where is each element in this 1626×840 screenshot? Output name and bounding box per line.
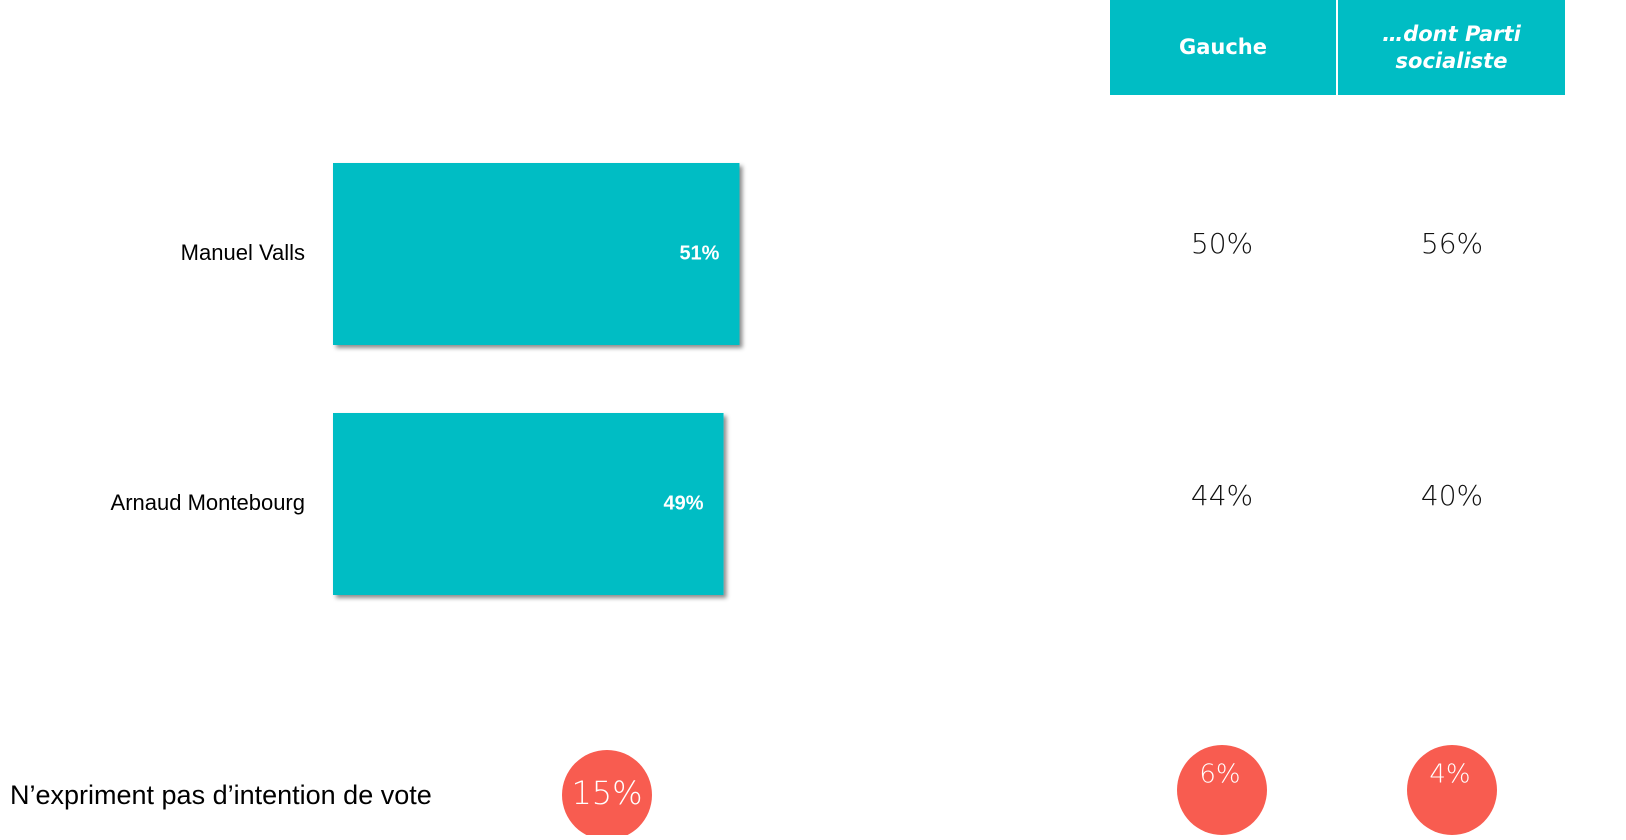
table-value: 44%	[1191, 479, 1253, 512]
header-gauche: Gauche	[1179, 35, 1267, 59]
header-text: Gauche	[1179, 35, 1267, 59]
header-text: …dont Parti socialiste	[1382, 21, 1521, 73]
table-value: 56%	[1421, 227, 1483, 260]
bar	[333, 413, 724, 595]
category-label: Manuel Valls	[181, 240, 305, 265]
no-intention-circle	[562, 750, 652, 840]
category-label: Arnaud Montebourg	[111, 490, 305, 515]
header-cell	[1338, 0, 1565, 95]
no-intention-label: N’expriment pas d’intention de vote	[10, 780, 432, 810]
no-intention-circle	[1177, 745, 1267, 835]
table-value: 50%	[1191, 227, 1253, 260]
value-label: 51%	[679, 242, 719, 264]
header-cell	[1110, 0, 1336, 95]
no-intention-total: 15%	[571, 774, 642, 812]
no-intention-value: 6%	[1199, 760, 1240, 790]
no-intention-circle	[1407, 745, 1497, 835]
table-value: 40%	[1421, 479, 1483, 512]
bar	[333, 163, 740, 345]
no-intention-value: 4%	[1429, 760, 1470, 790]
value-label: 49%	[663, 492, 703, 514]
header-ps: …dont Parti socialiste	[1382, 21, 1521, 73]
